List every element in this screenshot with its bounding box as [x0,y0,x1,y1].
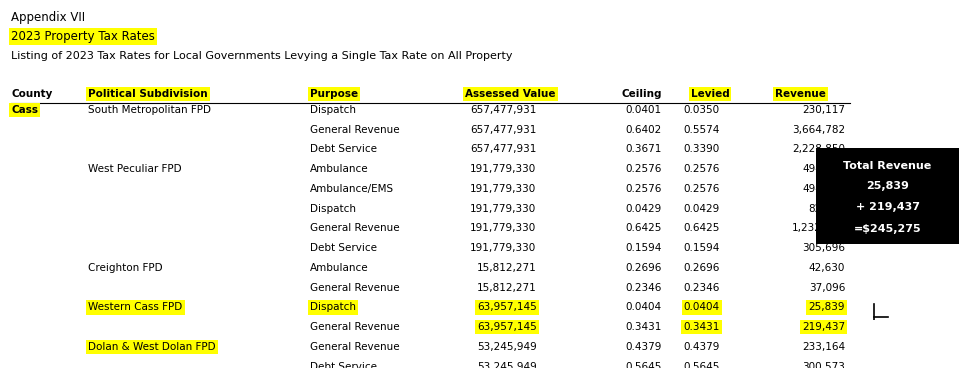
Text: Dolan & West Dolan FPD: Dolan & West Dolan FPD [88,342,216,352]
Text: Creighton FPD: Creighton FPD [88,263,162,273]
Text: Ambulance/EMS: Ambulance/EMS [310,184,395,194]
Text: 0.6402: 0.6402 [626,124,661,135]
Text: Cass: Cass [11,105,38,115]
Text: 0.2576: 0.2576 [626,184,661,194]
Text: 42,630: 42,630 [808,263,845,273]
Text: 191,779,330: 191,779,330 [470,184,537,194]
Text: General Revenue: General Revenue [310,342,399,352]
Text: West Peculiar FPD: West Peculiar FPD [88,164,182,174]
Text: 233,164: 233,164 [802,342,845,352]
Text: 0.5645: 0.5645 [626,362,661,368]
Text: 0.6425: 0.6425 [684,223,719,233]
Text: Total Revenue: Total Revenue [843,160,931,171]
Text: 53,245,949: 53,245,949 [477,342,537,352]
Text: 191,779,330: 191,779,330 [470,164,537,174]
Text: Political Subdivision: Political Subdivision [88,89,208,99]
Text: 25,839: 25,839 [808,302,845,312]
Text: Western Cass FPD: Western Cass FPD [88,302,183,312]
Text: Dispatch: Dispatch [310,302,356,312]
Text: Listing of 2023 Tax Rates for Local Governments Levying a Single Tax Rate on All: Listing of 2023 Tax Rates for Local Gove… [11,51,513,61]
Text: 0.4379: 0.4379 [626,342,661,352]
Text: 63,957,145: 63,957,145 [477,322,537,332]
FancyBboxPatch shape [816,148,959,244]
Text: County: County [11,89,52,99]
Text: 0.2696: 0.2696 [626,263,661,273]
Text: 657,477,931: 657,477,931 [470,124,537,135]
Text: 305,696: 305,696 [802,243,845,253]
Text: 191,779,330: 191,779,330 [470,243,537,253]
Text: 82,273: 82,273 [808,204,845,214]
Text: 0.2346: 0.2346 [684,283,719,293]
Text: 0.0401: 0.0401 [626,105,661,115]
Text: 0.2696: 0.2696 [684,263,719,273]
Text: Dispatch: Dispatch [310,204,356,214]
Text: 219,437: 219,437 [802,322,845,332]
Text: General Revenue: General Revenue [310,283,399,293]
Text: 37,096: 37,096 [808,283,845,293]
Text: Debt Service: Debt Service [310,144,377,154]
Text: 300,573: 300,573 [803,362,845,368]
Text: 0.3390: 0.3390 [684,144,719,154]
Text: =$245,275: =$245,275 [854,224,922,234]
Text: 0.2576: 0.2576 [626,164,661,174]
Text: 657,477,931: 657,477,931 [470,144,537,154]
Text: 191,779,330: 191,779,330 [470,223,537,233]
Text: Ceiling: Ceiling [622,89,661,99]
Text: 494,024: 494,024 [802,184,845,194]
Text: 0.3431: 0.3431 [684,322,719,332]
Text: 0.0429: 0.0429 [626,204,661,214]
Text: 0.0404: 0.0404 [684,302,719,312]
Text: Levied: Levied [690,89,729,99]
Text: Appendix VII: Appendix VII [11,11,85,24]
Text: General Revenue: General Revenue [310,223,399,233]
FancyBboxPatch shape [83,337,850,357]
Text: 0.1594: 0.1594 [626,243,661,253]
Text: 0.2576: 0.2576 [684,184,719,194]
Text: 494,024: 494,024 [802,164,845,174]
Text: Revenue: Revenue [775,89,826,99]
Text: 0.6425: 0.6425 [626,223,661,233]
Text: 230,117: 230,117 [802,105,845,115]
Text: 0.5574: 0.5574 [684,124,719,135]
Text: 0.1594: 0.1594 [684,243,719,253]
Text: General Revenue: General Revenue [310,322,399,332]
Text: 15,812,271: 15,812,271 [477,263,537,273]
Text: Ambulance: Ambulance [310,164,368,174]
Text: 15,812,271: 15,812,271 [477,283,537,293]
Text: + 219,437: + 219,437 [856,202,920,212]
Text: 0.0404: 0.0404 [626,302,661,312]
Text: 0.0429: 0.0429 [684,204,719,214]
Text: Debt Service: Debt Service [310,243,377,253]
Text: 0.5645: 0.5645 [684,362,719,368]
Text: 0.2346: 0.2346 [626,283,661,293]
Text: 53,245,949: 53,245,949 [477,362,537,368]
Text: 657,477,931: 657,477,931 [470,105,537,115]
Text: 0.0350: 0.0350 [684,105,719,115]
Text: 3,664,782: 3,664,782 [792,124,845,135]
Text: Dispatch: Dispatch [310,105,356,115]
Text: Assessed Value: Assessed Value [465,89,556,99]
Text: Ambulance: Ambulance [310,263,368,273]
FancyBboxPatch shape [83,357,850,368]
Text: 0.2576: 0.2576 [684,164,719,174]
Text: Debt Service: Debt Service [310,362,377,368]
Text: 0.3671: 0.3671 [626,144,661,154]
Text: Purpose: Purpose [310,89,358,99]
Text: 63,957,145: 63,957,145 [477,302,537,312]
Text: 1,232,182: 1,232,182 [792,223,845,233]
Text: 0.3431: 0.3431 [626,322,661,332]
Text: 25,839: 25,839 [866,181,909,191]
Text: 2023 Property Tax Rates: 2023 Property Tax Rates [11,30,155,43]
Text: 191,779,330: 191,779,330 [470,204,537,214]
Text: South Metropolitan FPD: South Metropolitan FPD [88,105,211,115]
Text: General Revenue: General Revenue [310,124,399,135]
Text: 2,228,850: 2,228,850 [792,144,845,154]
Text: 0.4379: 0.4379 [684,342,719,352]
